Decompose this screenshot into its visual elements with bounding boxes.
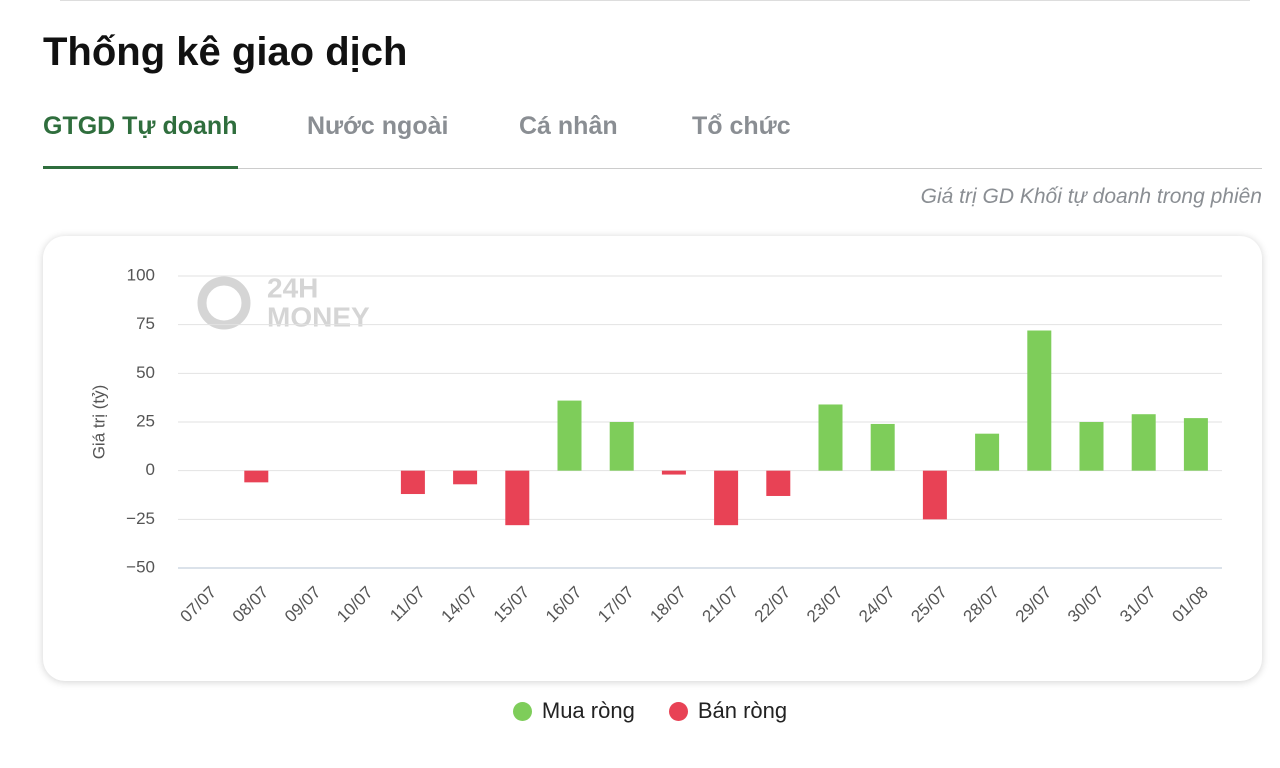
legend-label: Mua ròng [541,698,635,723]
x-tick-label: 28/07 [960,583,1004,627]
watermark-text: 24H [267,272,318,303]
bar [818,404,843,471]
watermark-logo [197,276,251,330]
divider [60,0,1250,1]
x-tick-label: 22/07 [751,583,795,627]
bar [975,433,1000,471]
legend: Mua ròng Bán ròng [0,698,1280,724]
x-tick-label: 11/07 [386,583,429,626]
y-tick-label: 50 [136,363,155,382]
watermark: 24H MONEY [197,272,370,332]
bar [1131,414,1156,471]
y-axis-label: Giá trị (tỷ) [89,385,108,460]
bar [922,470,947,520]
x-tick-label: 21/07 [699,583,743,627]
bar [557,400,582,471]
bar [1079,422,1104,471]
tab[interactable]: Tổ chức [692,112,791,140]
tab[interactable]: Nước ngoài [307,112,449,140]
bar [661,470,686,475]
subtitle: Giá trị GD Khối tự doanh trong phiên [920,185,1262,208]
x-tick-label: 01/08 [1168,583,1212,627]
x-tick-label: 09/07 [281,583,325,627]
bar [1027,330,1052,471]
y-tick-label: 0 [146,460,155,479]
chart: 24H MONEY Giá trị (tỷ) −50 −25 0 25 50 75 100 0… [89,265,1222,627]
y-tick-label: 75 [136,314,155,333]
tab-underline [43,168,1262,169]
x-tick-label: 10/07 [333,583,377,627]
legend-swatch [668,701,688,721]
x-tick-label: 24/07 [855,583,899,627]
bar [766,470,791,496]
x-tick-label: 18/07 [646,583,690,627]
x-tick-label: 07/07 [177,583,221,627]
x-tick-label: 15/07 [490,583,534,627]
tab[interactable]: GTGD Tự doanh [43,112,238,140]
x-tick-label: 31/07 [1116,583,1160,627]
legend-swatch [512,701,532,721]
bar [1183,418,1208,471]
legend-item[interactable]: Bán ròng [668,698,788,724]
x-tick-label: 16/07 [542,583,586,627]
bar [400,470,425,495]
y-tick-label: −50 [126,557,155,576]
x-tick-label: 23/07 [803,583,847,627]
bar [609,422,634,471]
x-tick-label: 25/07 [907,583,951,627]
y-tick-label: 25 [136,411,155,430]
legend-item[interactable]: Mua ròng [512,698,635,724]
y-tick-label: −25 [126,509,155,528]
bar [870,423,895,471]
bar [714,470,739,526]
tab[interactable]: Cá nhân [519,112,618,140]
x-tick-label: 30/07 [1064,583,1108,627]
watermark-text: MONEY [267,301,370,332]
chart-card [43,236,1262,681]
bar [244,470,269,483]
x-tick-label: 14/07 [438,583,482,627]
bar [505,470,530,526]
legend-label: Bán ròng [697,698,788,723]
page-title: Thống kê giao dịch [43,30,408,74]
x-tick-label: 08/07 [229,583,273,627]
x-tick-label: 17/07 [594,583,638,627]
tab-indicator [43,166,238,169]
x-tick-label: 29/07 [1012,583,1056,627]
y-tick-label: 100 [127,265,155,284]
bar [453,470,478,485]
